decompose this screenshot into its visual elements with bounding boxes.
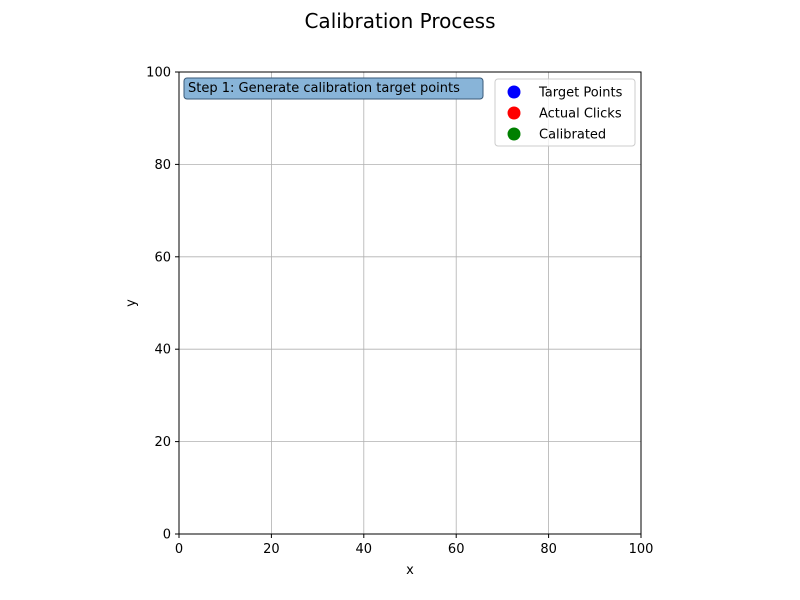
legend-label: Calibrated: [539, 128, 606, 143]
y-tick-label: 100: [146, 66, 171, 81]
step-annotation: Step 1: Generate calibration target poin…: [183, 77, 484, 100]
axis-ticks: 0 20 40 60 80 100 0 20 40 60 80 100: [146, 66, 653, 558]
y-tick-label: 0: [163, 528, 171, 543]
x-tick-label: 40: [356, 542, 373, 557]
y-tick-label: 40: [154, 343, 171, 358]
x-tick-label: 60: [448, 542, 465, 557]
legend: Target Points Actual Clicks Calibrated: [494, 78, 636, 147]
legend-marker: [507, 106, 521, 120]
legend-marker: [507, 127, 521, 141]
y-tick-label: 60: [154, 250, 171, 265]
legend-frame: [494, 78, 636, 147]
legend-label: Target Points: [538, 86, 623, 101]
x-tick-label: 20: [263, 542, 280, 557]
legend-label: Actual Clicks: [539, 107, 622, 122]
legend-marker: [507, 85, 521, 99]
chart-title: Calibration Process: [304, 9, 495, 33]
y-axis-label: y: [124, 299, 139, 307]
y-tick-label: 20: [154, 435, 171, 450]
x-tick-label: 80: [540, 542, 557, 557]
plot-frame: [178, 71, 642, 535]
x-tick-label: 0: [175, 542, 183, 557]
annotation-text: Step 1: Generate calibration target poin…: [188, 81, 460, 96]
annotation-box: [183, 77, 484, 100]
x-tick-label: 100: [629, 542, 654, 557]
x-axis-label: x: [406, 563, 414, 578]
y-tick-label: 80: [154, 158, 171, 173]
